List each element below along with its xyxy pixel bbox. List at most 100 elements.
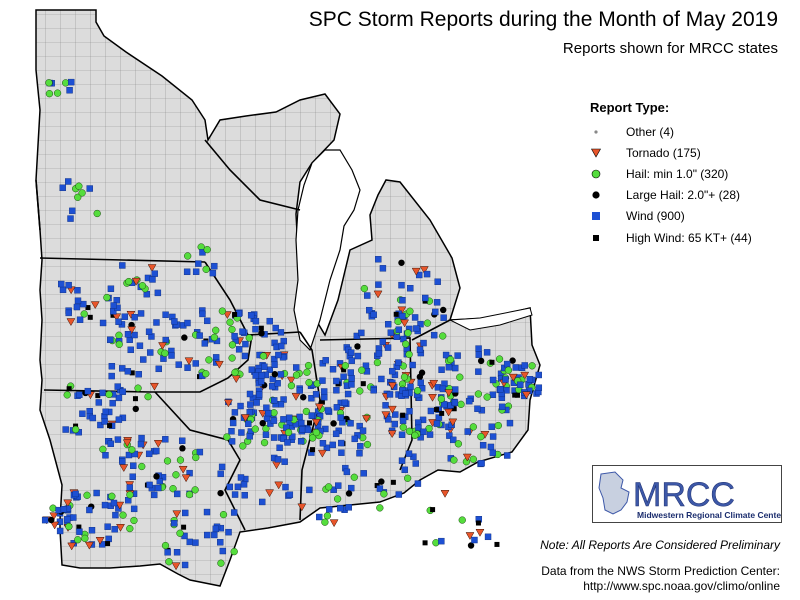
legend-item-large-hail: Large Hail: 2.0"+ (28)	[585, 185, 785, 206]
wind-report-marker	[241, 352, 249, 360]
wind-report-marker	[274, 380, 281, 387]
tornado-report-marker	[131, 277, 141, 286]
wind-report-marker	[398, 281, 405, 289]
lake-michigan	[293, 149, 361, 352]
wind-report-marker	[535, 371, 542, 379]
wind-report-marker	[115, 394, 123, 402]
wind-report-marker	[489, 433, 497, 440]
hail-report-marker	[217, 559, 225, 567]
wind-report-marker	[57, 280, 65, 288]
wind-report-marker	[384, 321, 392, 328]
hail-report-marker	[161, 541, 170, 550]
wind-report-marker	[282, 483, 289, 491]
wind-report-marker	[114, 436, 122, 443]
wind-report-marker	[248, 366, 256, 373]
wind-report-marker	[95, 399, 103, 406]
hail-report-marker	[474, 390, 483, 398]
large-hail-report-marker	[153, 473, 160, 480]
hail-report-marker	[108, 492, 116, 500]
preliminary-note: Note: All Reports Are Considered Prelimi…	[540, 538, 780, 552]
hail-report-marker	[504, 366, 513, 374]
hail-report-marker	[406, 307, 414, 315]
wind-report-marker	[69, 207, 76, 215]
high-wind-report-marker	[307, 420, 313, 426]
tornado-report-marker	[373, 290, 383, 299]
wind-report-marker	[121, 313, 129, 320]
tornado-report-marker	[66, 318, 76, 327]
wind-report-marker	[358, 329, 365, 337]
wind-report-marker	[378, 375, 385, 383]
wind-report-marker	[359, 427, 367, 434]
wind-report-marker	[375, 256, 382, 263]
wind-report-marker	[238, 429, 245, 436]
wind-report-marker	[412, 460, 419, 467]
legend-item-high-wind: High Wind: 65 KT+ (44)	[585, 227, 785, 248]
wind-report-marker	[420, 428, 427, 436]
wind-report-marker	[196, 332, 203, 339]
wind-report-marker	[395, 326, 403, 333]
tornado-report-marker	[222, 311, 232, 320]
wind-report-marker	[247, 312, 255, 319]
hail-report-marker	[161, 349, 169, 357]
large-hail-report-marker	[330, 420, 337, 427]
high-wind-report-marker	[439, 410, 445, 416]
wind-report-marker	[225, 528, 232, 536]
high-wind-report-marker	[105, 541, 111, 547]
high-wind-report-marker	[310, 447, 316, 453]
wind-report-marker	[503, 360, 511, 368]
wind-report-marker	[344, 390, 352, 398]
hail-report-marker	[83, 491, 91, 499]
svg-text:MRCC: MRCC	[633, 476, 735, 514]
wind-report-marker	[154, 289, 162, 297]
map-title: SPC Storm Reports during the Month of Ma…	[308, 8, 778, 31]
hail-report-marker	[203, 245, 211, 254]
wind-report-marker	[59, 286, 67, 294]
hail-report-marker	[305, 378, 313, 387]
hail-circle-icon	[585, 168, 607, 180]
wind-report-marker	[356, 450, 363, 457]
wind-report-marker	[450, 436, 457, 444]
wind-report-marker	[247, 401, 254, 408]
wind-report-marker	[115, 416, 123, 423]
wind-report-marker	[337, 414, 344, 421]
wind-report-marker	[119, 365, 126, 372]
hail-report-marker	[411, 431, 419, 439]
mrcc-logo: MRCC Midwestern Regional Climate Center	[592, 465, 785, 523]
high-wind-report-marker	[107, 423, 113, 429]
lake-erie	[448, 307, 533, 331]
wind-report-marker	[246, 409, 253, 416]
tornado-report-marker	[440, 490, 450, 498]
wind-report-marker	[199, 310, 206, 318]
wind-report-marker	[512, 364, 520, 371]
hail-report-marker	[74, 193, 82, 201]
wind-report-marker	[333, 387, 340, 394]
wind-report-marker	[416, 346, 424, 353]
hail-report-marker	[78, 189, 86, 197]
wind-report-marker	[76, 316, 84, 323]
wind-report-marker	[259, 498, 266, 506]
wind-report-marker	[535, 384, 543, 391]
wind-report-marker	[59, 184, 66, 192]
tornado-report-marker	[444, 389, 454, 398]
hail-report-marker	[287, 382, 296, 390]
wind-report-marker	[76, 528, 83, 535]
wind-report-marker	[151, 491, 158, 499]
hail-report-marker	[423, 319, 432, 327]
wind-report-marker	[319, 440, 327, 447]
wind-report-marker	[297, 438, 305, 445]
wind-report-marker	[329, 441, 336, 449]
wind-report-marker	[387, 329, 395, 336]
tornado-report-marker	[465, 532, 475, 540]
tornado-report-marker	[311, 418, 321, 427]
wind-report-marker	[401, 466, 408, 474]
wind-report-marker	[333, 404, 341, 411]
wind-report-marker	[102, 408, 109, 416]
wind-report-marker	[252, 326, 259, 333]
hail-report-marker	[130, 516, 138, 525]
hail-report-marker	[259, 352, 268, 360]
tornado-report-marker	[84, 541, 94, 550]
wind-report-marker	[275, 351, 282, 359]
tornado-report-marker	[258, 410, 268, 418]
high-wind-square-icon	[585, 232, 607, 244]
wind-report-marker	[420, 339, 427, 347]
